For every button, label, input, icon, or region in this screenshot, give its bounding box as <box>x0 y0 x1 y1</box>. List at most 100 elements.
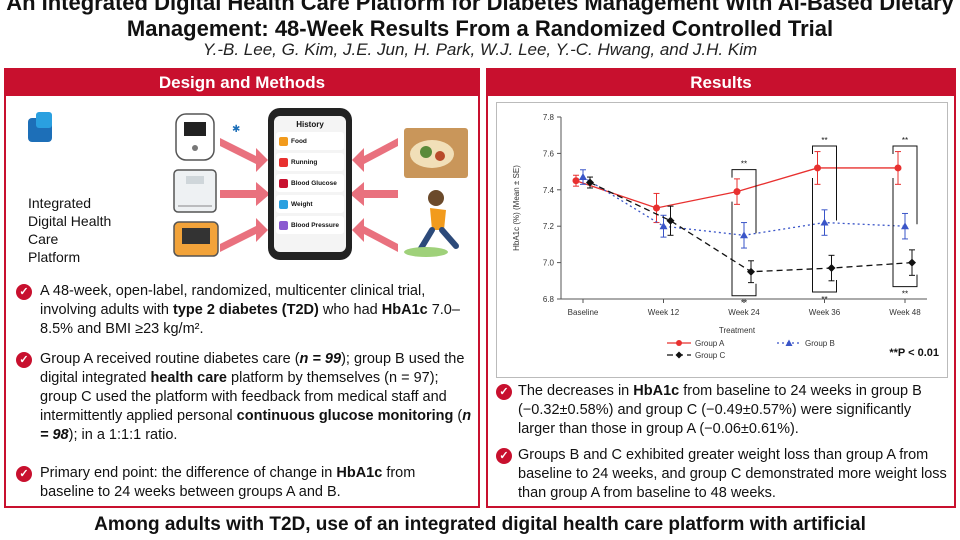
check-icon: ✓ <box>496 384 512 400</box>
x-tick-label: Week 48 <box>889 308 921 317</box>
hba1c-chart-frame: 6.8 7.0 7.2 7.4 7.6 7.8 HbA1c (%) (Mean ± SE) B… <box>496 102 948 378</box>
y-tick-label: 7.2 <box>543 222 555 231</box>
bullet3-text1: Primary end point: the difference of cha… <box>40 465 337 481</box>
phone-item-icon <box>279 136 288 146</box>
data-point <box>901 222 909 230</box>
bullet2-text3: platform by themselves (n = 97); group C… <box>40 370 447 424</box>
data-point <box>827 264 836 273</box>
data-point <box>572 177 580 185</box>
legend-label: Group C <box>695 351 725 360</box>
significance-bracket <box>812 145 837 221</box>
result-bullet-2: ✓ Groups B and C exhibited greater weigh… <box>496 446 948 503</box>
significance-bracket <box>892 145 918 225</box>
result2-text: Groups B and C exhibited greater weight … <box>518 447 947 501</box>
significance-marker: ** <box>741 299 747 308</box>
y-axis-label: HbA1c (%) (Mean ± SE) <box>512 165 521 251</box>
legend-marker <box>676 340 682 346</box>
significance-bracket <box>731 201 757 297</box>
phone-history-item: Blood Pressure <box>276 216 344 234</box>
author-list: Y.-B. Lee, G. Kim, J.E. Jun, H. Park, W.… <box>202 40 758 59</box>
significance-bracket <box>892 177 918 288</box>
x-tick-label: Week 12 <box>648 308 680 317</box>
title-line-1: An Integrated Digital Health Care Platfo… <box>6 0 954 15</box>
results-panel: Results 6.8 7.0 7.2 7.4 7.6 7.8 HbA1c (%) (Mea… <box>486 68 956 508</box>
phone-item-label: Blood Pressure <box>291 221 340 229</box>
phone-history-item: Running <box>276 153 344 171</box>
data-point <box>579 173 587 181</box>
blood-pressure-monitor-icon <box>173 221 219 257</box>
bullet1-bold2: HbA1c <box>381 302 428 318</box>
data-point <box>659 222 668 230</box>
bullet1-pre: A 48-week, open-label, randomized, multi… <box>40 283 426 318</box>
significance-note: **P < 0.01 <box>889 347 939 359</box>
exercise-illustration <box>404 190 459 257</box>
bullet2-n1: n = 99 <box>299 351 342 367</box>
bullet2-bold2: continuous glucose monitoring <box>236 408 454 424</box>
bullet2-text5: ); in a 1:1:1 ratio. <box>68 427 178 443</box>
bullet1-post: 7.0–8.5% and BMI ≥23 kg/m². <box>40 302 460 337</box>
result1-text2: from baseline to 24 weeks in group B (−0… <box>518 383 922 437</box>
significance-marker: ** <box>902 290 908 299</box>
method-bullet-3: ✓ Primary end point: the difference of c… <box>16 464 472 502</box>
bullet2-bold1: health care <box>150 370 228 386</box>
check-icon: ✓ <box>16 466 32 482</box>
app-icon <box>28 112 52 142</box>
bullet3-bold1: HbA1c <box>336 465 383 481</box>
significance-marker: ** <box>821 295 827 304</box>
phone-item-icon <box>279 220 288 230</box>
data-point <box>740 231 748 239</box>
legend-label: Group A <box>695 339 725 348</box>
significance-marker: ** <box>741 160 747 169</box>
phone-item-label: Running <box>291 158 318 166</box>
phone-item-icon <box>279 178 288 188</box>
data-point <box>908 258 916 267</box>
y-tick-label: 7.6 <box>543 149 555 158</box>
platform-label-line-1: Integrated <box>28 195 92 211</box>
significance-marker: ** <box>902 136 908 145</box>
phone-item-label: Food <box>291 137 307 145</box>
data-point <box>894 164 902 172</box>
phone-item-label: Weight <box>291 200 313 208</box>
phone-history-item: Blood Glucose <box>276 174 344 192</box>
phone-item-icon <box>279 157 288 167</box>
result1-text1: The decreases in <box>518 383 634 399</box>
phone-history-item: Food <box>276 132 344 150</box>
phone-screen: History Food Running Blood Glucose Weight Bl… <box>276 120 344 237</box>
check-icon: ✓ <box>16 284 32 300</box>
bluetooth-icon: ✱ <box>232 124 240 135</box>
y-tick-label: 6.8 <box>543 295 555 304</box>
design-methods-panel: Design and Methods ✱ <box>4 68 480 508</box>
data-point <box>733 188 741 196</box>
phone-history-item: Weight <box>276 195 344 213</box>
glucometer-icon <box>175 113 215 161</box>
data-flow-arrows <box>220 138 398 252</box>
check-icon: ✓ <box>496 448 512 464</box>
bullet2-text2: ); group B used the digital integrated <box>40 351 465 386</box>
bullet2-text1: Group A received routine diabetes care ( <box>40 351 300 367</box>
significance-marker: ** <box>821 136 827 145</box>
paper-title: An Integrated Digital Health Care Platfo… <box>0 0 960 42</box>
y-tick-label: 7.0 <box>543 259 555 268</box>
phone-item-icon <box>279 199 288 209</box>
platform-label-line-3: Platform <box>28 249 81 265</box>
series-line-group-c <box>589 181 913 273</box>
legend-label: Group B <box>805 339 835 348</box>
result1-bold1: HbA1c <box>633 383 680 399</box>
bullet1-bold1: type 2 diabetes (T2D) <box>173 302 319 318</box>
design-methods-heading: Design and Methods <box>6 70 478 96</box>
data-point <box>747 267 755 276</box>
platform-label: Integrated Digital Health Care Platform <box>28 194 138 266</box>
phone-item-label: Blood Glucose <box>291 179 337 187</box>
x-tick-label: Week 36 <box>809 308 841 317</box>
x-tick-label: Week 24 <box>728 308 760 317</box>
data-point <box>653 204 660 212</box>
y-tick-label: 7.4 <box>543 186 555 195</box>
significance-bracket <box>731 169 757 234</box>
bullet3-text2: from baseline to 24 weeks between groups… <box>40 465 416 500</box>
results-heading: Results <box>488 70 954 96</box>
data-point <box>820 218 829 226</box>
data-point <box>666 216 675 225</box>
x-tick-label: Baseline <box>568 308 599 317</box>
phone-history-title: History <box>296 120 324 129</box>
result-bullet-1: ✓ The decreases in HbA1c from baseline t… <box>496 382 948 439</box>
